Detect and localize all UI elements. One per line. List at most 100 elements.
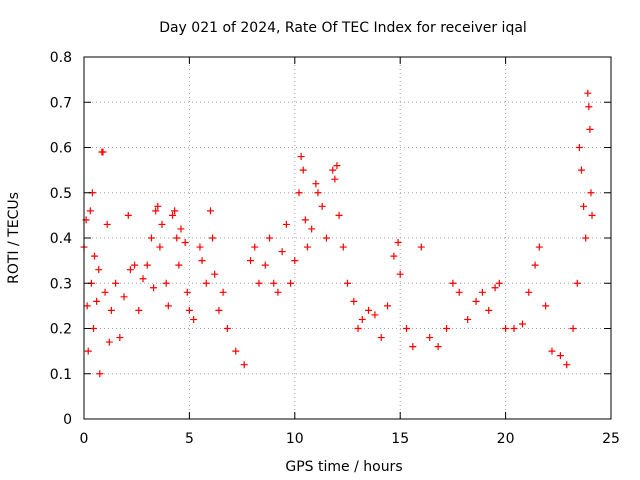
data-point [485,306,493,314]
data-point [339,243,347,251]
data-point [556,352,564,360]
data-point [103,220,111,228]
data-point [531,261,539,269]
data-point [135,306,143,314]
data-point [147,234,155,242]
data-point [563,361,571,369]
axis-layer: 0 5 10 15 20 25 0 0.1 0.2 0.3 0.4 0.5 0.6 0.7 0.8 [50,50,620,447]
data-point [152,207,160,215]
data-point [206,207,214,215]
data-point [131,261,139,269]
data-point [261,261,269,269]
data-point [449,279,457,287]
data-point [548,347,556,355]
data-point [344,279,351,287]
data-point [84,347,92,355]
data-point [101,288,109,296]
plot-frame [83,56,612,420]
data-point [322,234,330,242]
data-point [403,325,411,332]
data-point [247,257,255,265]
data-point [185,306,193,314]
data-layer [80,89,596,378]
data-point [156,243,164,251]
data-point [314,189,322,197]
data-point [162,279,170,287]
data-point [202,279,210,287]
data-point [278,248,286,256]
data-point [287,279,295,287]
data-point [183,288,191,296]
data-point [478,288,486,296]
data-point [95,266,103,274]
data-point [377,334,385,342]
data-point [586,125,594,133]
data-point [219,288,227,296]
data-point [295,189,303,197]
data-point [580,202,588,210]
data-point [417,243,425,251]
data-point [209,234,217,242]
data-point [198,257,206,265]
data-point [331,175,339,183]
y-tick-label: 0.1 [50,367,72,383]
data-point [255,279,263,287]
y-axis-label: ROTI / TECUs [6,192,22,284]
chart-title: Day 021 of 2024, Rate Of TEC Index for r… [159,20,527,36]
data-point [291,257,299,265]
data-point [350,297,358,305]
data-point [577,166,585,174]
data-point [409,343,417,351]
data-point [301,216,309,224]
data-point [371,311,379,319]
data-point [126,266,134,274]
data-point [223,325,231,332]
y-tick-label: 0.7 [50,95,72,111]
data-point [472,297,480,305]
data-point [464,315,472,323]
x-tick-label: 25 [602,431,620,447]
data-point [96,370,104,378]
data-point [91,252,99,260]
y-tick-label: 0.8 [50,50,72,66]
data-point [575,144,583,151]
data-point [105,338,113,346]
data-point [83,302,91,310]
data-point [175,261,183,269]
data-point [390,252,398,260]
data-point [525,288,533,296]
data-point [384,302,392,310]
data-point [169,211,177,219]
x-tick-label: 10 [286,431,304,447]
data-point [215,306,223,314]
data-point [282,220,290,228]
data-point [582,234,590,242]
data-point [535,243,543,251]
data-point [455,288,463,296]
data-point [394,239,402,247]
data-point [354,325,362,332]
data-point [266,234,274,242]
data-point [584,89,592,97]
data-point [587,189,595,197]
y-tick-label: 0.2 [50,322,72,338]
data-point [569,325,577,332]
data-point [89,325,97,332]
data-point [312,180,320,188]
y-tick-label: 0.5 [50,186,72,202]
x-axis-label: GPS time / hours [285,459,402,475]
data-point [240,361,248,369]
data-point [124,211,132,219]
data-point [270,279,278,287]
data-point [107,306,115,314]
data-point [93,297,101,305]
x-tick-label: 5 [185,431,194,447]
x-tick-label: 0 [80,431,89,447]
data-point [211,270,219,278]
x-tick-label: 15 [391,431,409,447]
data-point [573,279,581,287]
data-point [299,166,307,174]
data-point [502,325,510,332]
data-point [495,279,503,287]
data-point [308,225,316,233]
